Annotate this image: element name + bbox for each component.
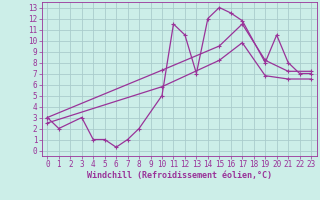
X-axis label: Windchill (Refroidissement éolien,°C): Windchill (Refroidissement éolien,°C) [87,171,272,180]
